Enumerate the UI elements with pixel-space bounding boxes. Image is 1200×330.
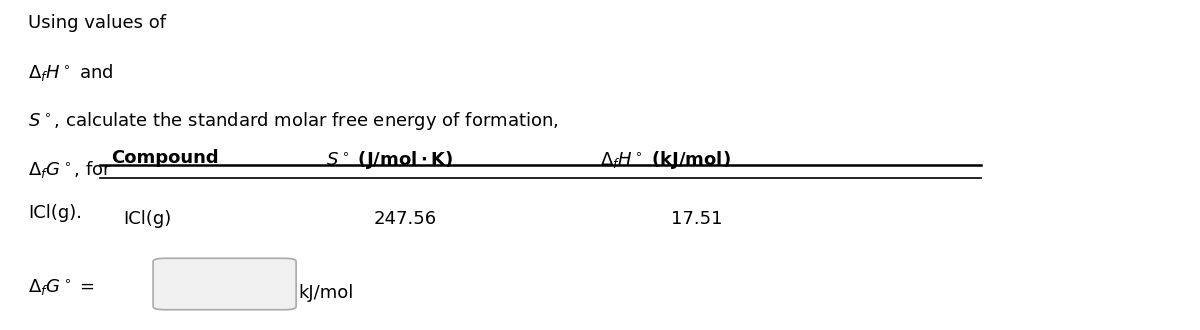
Text: $\Delta_f H^\circ$ and: $\Delta_f H^\circ$ and (28, 62, 114, 83)
Text: $S^\circ$, calculate the standard molar free energy of formation,: $S^\circ$, calculate the standard molar … (28, 110, 558, 132)
FancyBboxPatch shape (154, 258, 296, 310)
Text: ICl(g).: ICl(g). (28, 204, 82, 222)
Text: ICl(g): ICl(g) (124, 210, 172, 228)
Text: Using values of: Using values of (28, 14, 166, 32)
Text: Compound: Compound (112, 149, 220, 167)
Text: $\Delta_f G^\circ$, for: $\Delta_f G^\circ$, for (28, 159, 112, 180)
Text: 17.51: 17.51 (672, 210, 722, 228)
Text: kJ/mol: kJ/mol (299, 284, 354, 302)
Text: 247.56: 247.56 (373, 210, 437, 228)
Text: $S^\circ\ \mathbf{(J/mol \cdot K)}$: $S^\circ\ \mathbf{(J/mol \cdot K)}$ (326, 149, 454, 171)
Text: $\Delta_f G^\circ$ =: $\Delta_f G^\circ$ = (28, 278, 95, 298)
Text: $\Delta_f H^\circ\ \mathbf{(kJ/mol)}$: $\Delta_f H^\circ\ \mathbf{(kJ/mol)}$ (600, 149, 731, 171)
